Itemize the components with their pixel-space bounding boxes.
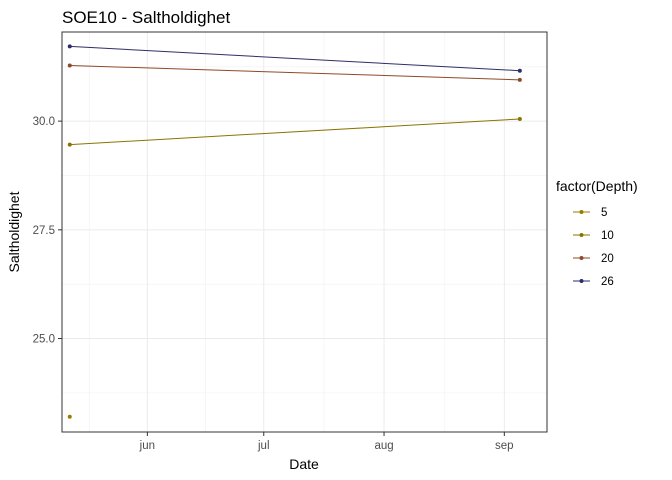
data-point	[67, 44, 72, 49]
y-tick-label: 27.5	[33, 225, 55, 237]
data-point	[517, 116, 522, 121]
series-10	[67, 116, 522, 147]
legend-item: 10	[573, 230, 614, 242]
data-point	[517, 77, 522, 82]
data-point	[67, 142, 72, 147]
y-tick-label: 25.0	[33, 334, 55, 346]
plot-panel	[62, 32, 547, 432]
legend-label: 20	[601, 253, 614, 265]
grid	[62, 32, 547, 432]
legend-key-point	[579, 233, 584, 237]
series-26	[67, 44, 522, 73]
panel-background	[62, 32, 547, 432]
data-point	[67, 414, 72, 419]
series-layer	[67, 44, 522, 419]
legend-title: factor(Depth)	[556, 178, 638, 194]
legend-label: 10	[601, 230, 614, 242]
legend-key-point	[579, 256, 584, 260]
series-line	[69, 45, 520, 72]
x-tick-label: sep	[495, 440, 514, 452]
x-tick-label: aug	[374, 440, 393, 452]
y-tick-label: 30.0	[33, 116, 55, 128]
legend-key-point	[579, 210, 584, 214]
series-5	[67, 414, 72, 419]
y-axis: 25.0 27.5 30.0	[33, 116, 62, 346]
panel-border	[61, 31, 548, 433]
x-tick-label: jun	[139, 440, 155, 452]
legend: factor(Depth) 5 10 20 26	[556, 178, 638, 288]
legend-item: 20	[573, 253, 614, 265]
chart-title: SOE10 - Saltholdighet	[62, 8, 230, 27]
series-line	[69, 118, 520, 146]
data-point	[67, 63, 72, 68]
series-20	[67, 63, 522, 82]
legend-label: 26	[601, 276, 614, 288]
data-point	[517, 68, 522, 73]
x-axis-title: Date	[289, 456, 319, 472]
x-axis: jun jul aug sep	[139, 432, 514, 452]
legend-item: 5	[573, 207, 607, 219]
legend-key-point	[579, 279, 584, 283]
x-tick-label: jul	[257, 440, 270, 452]
legend-item: 26	[573, 276, 614, 288]
legend-label: 5	[601, 207, 607, 219]
series-line	[69, 64, 520, 81]
y-axis-title: Saltholdighet	[6, 191, 22, 272]
